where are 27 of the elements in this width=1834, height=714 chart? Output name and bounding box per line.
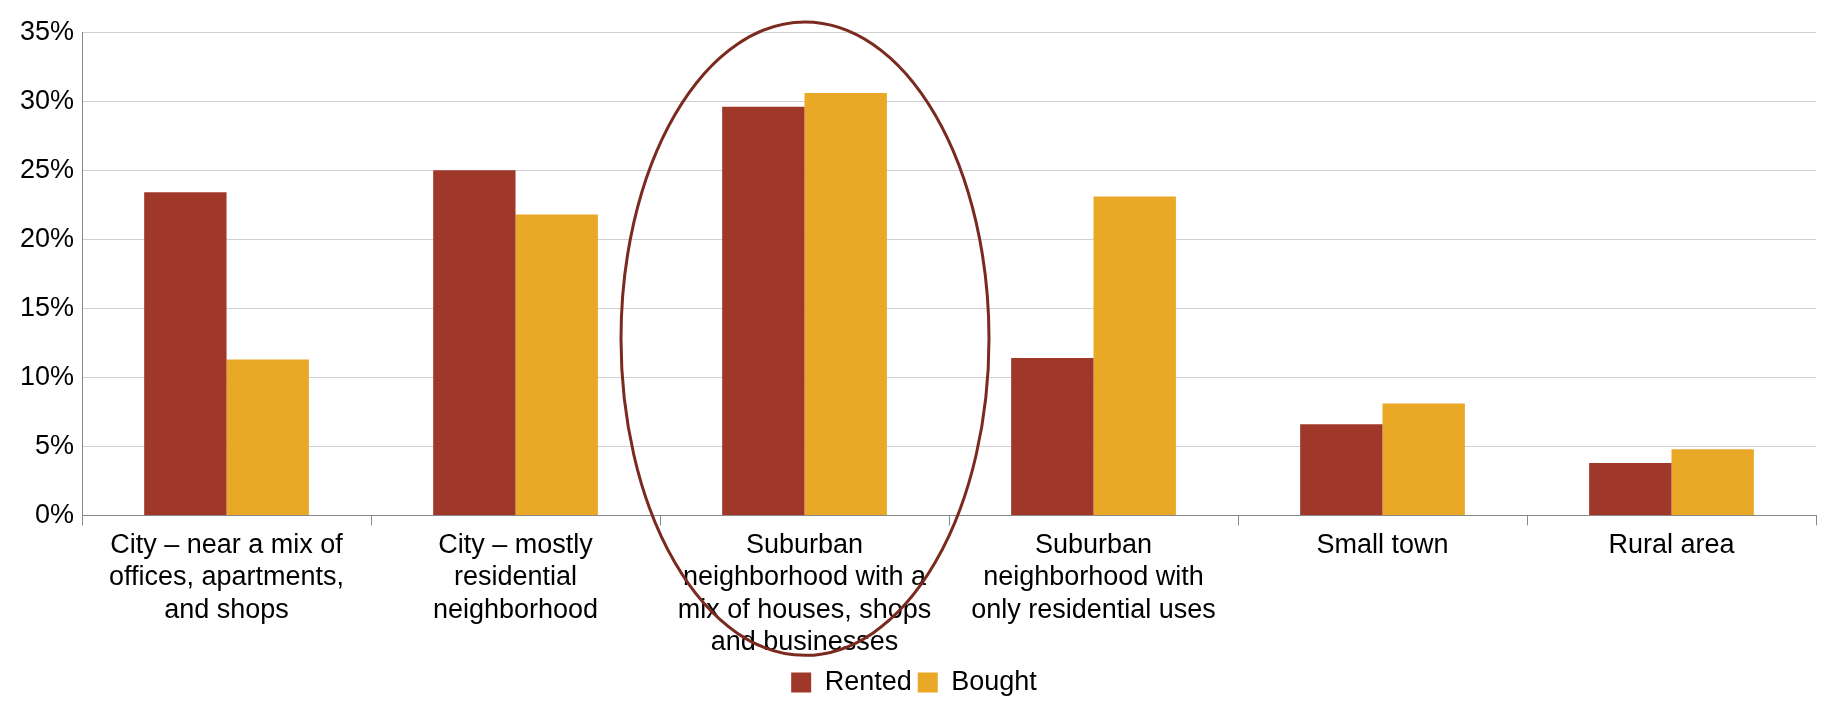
y-tick-label: 25% xyxy=(19,153,75,184)
y-tick-label: 5% xyxy=(35,429,75,460)
bar xyxy=(433,170,516,515)
legend-label: Bought xyxy=(951,665,1038,696)
y-tick-label: 10% xyxy=(19,360,75,391)
x-tick-label: Suburban neighborhood with only residential uses xyxy=(971,529,1216,624)
x-tick-label: City – near a mix of offices, apartments, and shops xyxy=(108,529,345,624)
x-tick-label: Small town xyxy=(1316,529,1449,560)
y-tick-label: 20% xyxy=(19,222,75,253)
bar xyxy=(515,214,598,515)
bar xyxy=(1382,403,1465,515)
y-tick-label: 15% xyxy=(19,291,75,322)
bar xyxy=(144,192,227,515)
bar xyxy=(1671,449,1754,515)
bar xyxy=(722,106,805,515)
y-tick-label: 30% xyxy=(19,84,75,115)
bar xyxy=(1589,462,1672,515)
bar xyxy=(1011,358,1094,515)
bar xyxy=(226,359,309,515)
bar xyxy=(1300,424,1383,515)
x-tick-label: Rural area xyxy=(1608,529,1736,560)
x-tick-label: City – mostly residential neighborhood xyxy=(432,529,599,624)
y-tick-label: 35% xyxy=(19,15,75,46)
bar xyxy=(804,92,887,515)
y-tick-label: 0% xyxy=(35,498,75,529)
legend-label: Rented xyxy=(824,665,912,696)
bar xyxy=(1093,196,1176,515)
